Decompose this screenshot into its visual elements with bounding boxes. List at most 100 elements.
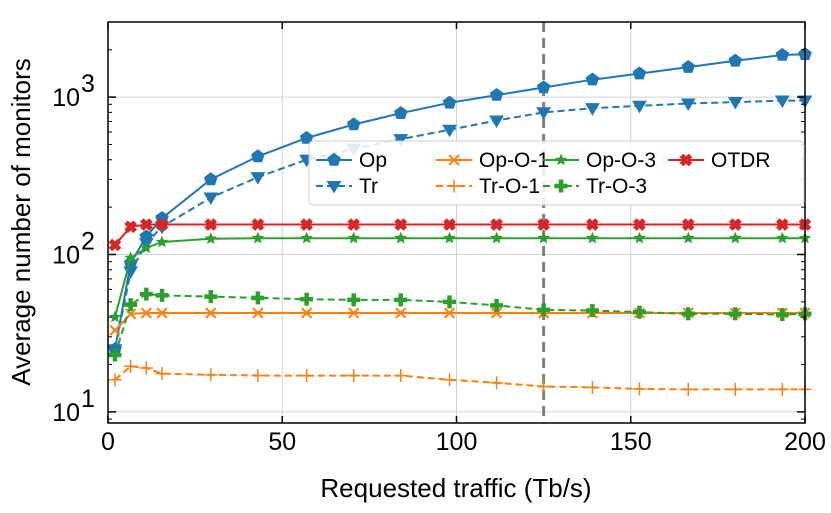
data-point: [775, 308, 789, 322]
data-point: [633, 231, 646, 244]
data-point: [140, 307, 152, 319]
data-point: [299, 130, 314, 144]
legend-label: OTDR: [711, 149, 771, 172]
data-point: [443, 307, 456, 319]
legend-label: Tr-O-3: [586, 175, 647, 198]
legend: Op Op-O-1 Op-O-3 OTDR Tr Tr-O-1 Tr-O-3: [308, 140, 805, 206]
data-point: [728, 53, 743, 67]
series-group: [107, 47, 813, 396]
data-point: [585, 304, 599, 318]
x-tick-label: 100: [436, 428, 478, 456]
series-line: [114, 99, 805, 350]
legend-marker: [448, 154, 460, 166]
data-point: [394, 218, 408, 231]
legend-label: Tr: [359, 175, 378, 198]
data-point: [490, 298, 504, 312]
data-point: [204, 172, 218, 186]
y-tick-label: 10: [52, 399, 80, 427]
data-point: [537, 231, 550, 244]
data-point: [632, 305, 646, 319]
data-point: [155, 218, 169, 231]
data-point: [729, 231, 742, 244]
data-point: [394, 369, 408, 383]
data-point: [155, 367, 169, 381]
series-tr-o-1: [108, 359, 812, 396]
data-point: [728, 307, 742, 321]
series-line: [114, 293, 806, 356]
data-point: [443, 295, 457, 309]
data-point: [108, 348, 122, 362]
data-point: [537, 379, 551, 393]
series-op-o-1: [109, 307, 811, 336]
data-point: [108, 373, 122, 387]
data-point: [347, 231, 360, 244]
x-tick-label: 200: [784, 428, 826, 456]
legend-marker: [554, 153, 568, 166]
data-point: [156, 307, 168, 319]
data-point: [251, 218, 265, 231]
data-point: [776, 218, 789, 231]
x-axis-label: Requested traffic (Tb/s): [320, 473, 591, 503]
data-point: [680, 98, 696, 112]
data-point: [124, 298, 138, 312]
data-point: [442, 95, 457, 109]
data-point: [586, 218, 599, 231]
data-point: [490, 307, 503, 319]
data-point: [205, 307, 217, 319]
legend-label: Tr-O-1: [479, 175, 540, 198]
data-point: [681, 382, 695, 396]
y-tick-exponent: 3: [81, 70, 95, 98]
data-point: [394, 293, 408, 307]
data-point: [300, 369, 314, 383]
data-point: [537, 218, 550, 231]
series-line: [114, 223, 805, 246]
data-point: [251, 291, 265, 305]
data-point: [347, 218, 361, 231]
legend-label: Op-O-1: [479, 149, 549, 172]
data-point: [489, 87, 504, 101]
data-point: [140, 218, 153, 231]
data-point: [728, 382, 742, 396]
y-tick-exponent: 1: [81, 385, 95, 413]
legend-entry-op-o-3: Op-O-3: [543, 149, 656, 172]
data-point: [300, 218, 313, 231]
data-point: [774, 95, 790, 109]
data-point: [155, 288, 169, 302]
data-point: [124, 251, 137, 264]
data-point: [204, 290, 218, 304]
data-point: [347, 293, 361, 307]
series-line: [114, 365, 805, 391]
data-point: [140, 241, 153, 254]
data-point: [108, 310, 122, 323]
series-tr-o-3: [108, 287, 812, 362]
data-point: [250, 172, 266, 185]
data-point: [124, 359, 138, 373]
data-point: [346, 117, 361, 131]
legend-label: Op: [359, 149, 387, 172]
legend-marker: [554, 179, 568, 193]
series-line: [114, 237, 805, 318]
data-point: [124, 220, 137, 234]
data-point: [536, 107, 551, 120]
legend-label: Op-O-3: [586, 149, 656, 172]
data-point: [443, 373, 457, 387]
legend-entry-tr-o-3: Tr-O-3: [543, 175, 647, 198]
data-point: [442, 124, 457, 138]
x-tick-label: 0: [101, 428, 115, 456]
data-point: [682, 231, 695, 244]
data-point: [490, 231, 503, 244]
legend-entry-tr: Tr: [316, 175, 378, 198]
x-tick-label: 150: [610, 428, 652, 456]
data-point: [394, 231, 407, 244]
data-point: [585, 72, 600, 86]
legend-marker: [679, 153, 693, 167]
series-otdr: [108, 218, 812, 252]
data-point: [681, 307, 695, 321]
data-point: [537, 303, 551, 317]
data-point: [300, 292, 314, 306]
data-point: [204, 368, 218, 382]
data-point: [301, 307, 313, 319]
data-point: [443, 231, 456, 244]
